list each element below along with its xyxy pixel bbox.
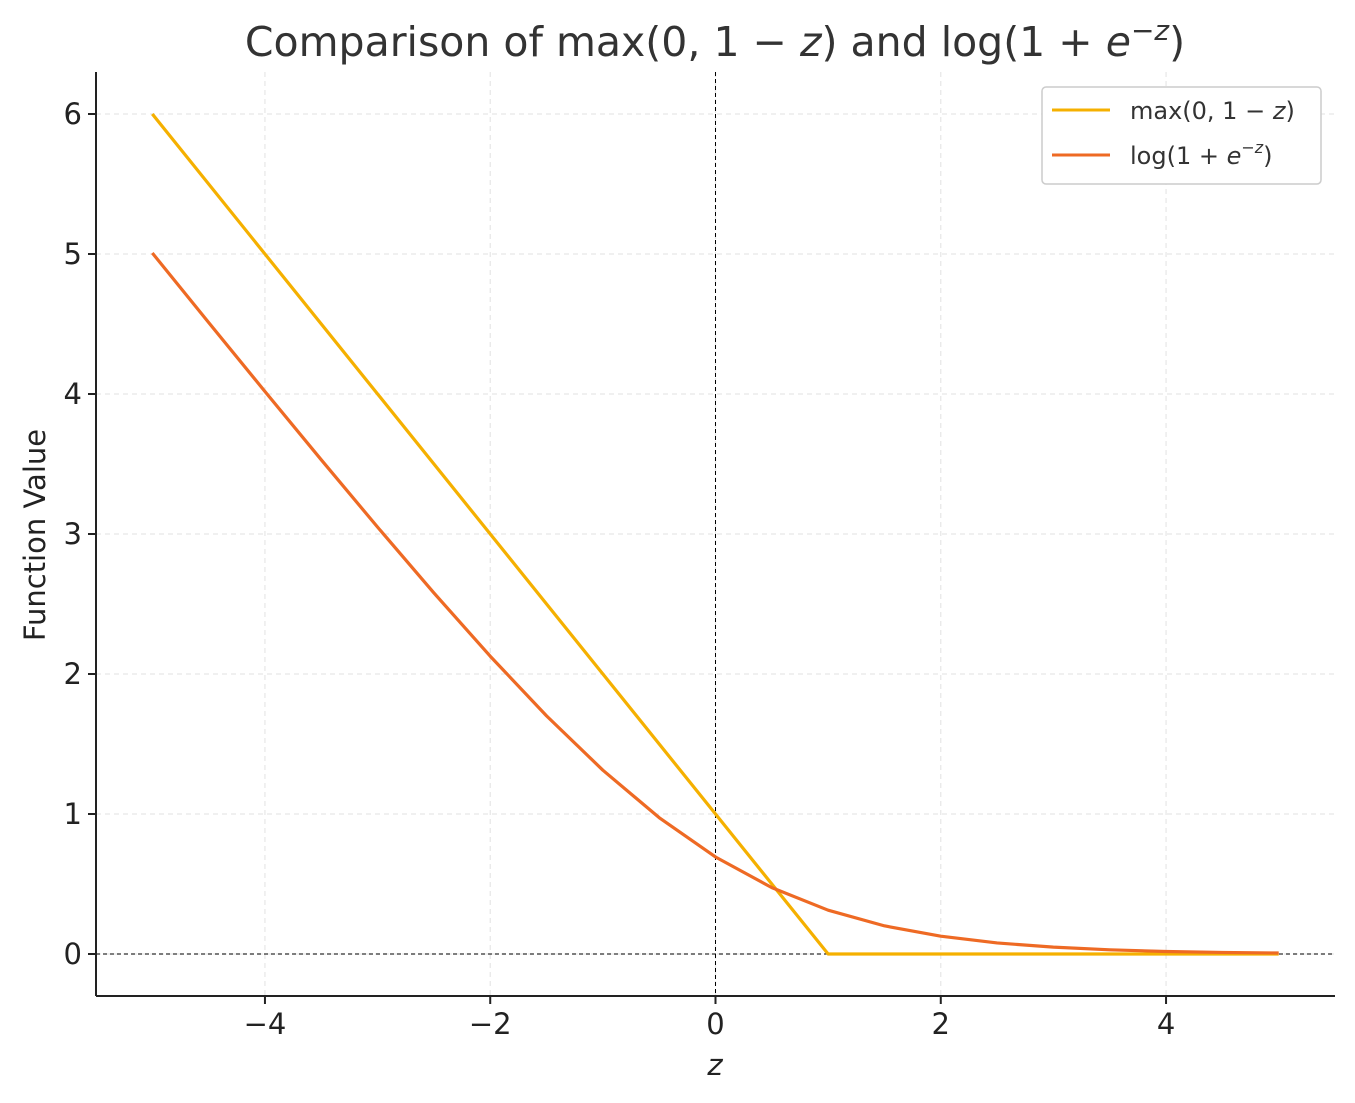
legend-label-hinge: max(0, 1 − z) [1130, 97, 1295, 125]
series-line-1 [151, 252, 1279, 955]
x-tick-label: 0 [706, 1007, 724, 1041]
x-tick-label: −4 [244, 1007, 287, 1041]
y-axis-label: Function Value [18, 429, 52, 641]
x-axis-label: z [706, 1048, 723, 1082]
series-group [151, 112, 1279, 956]
y-tick-label: 1 [64, 797, 82, 831]
x-tick-label: 4 [1157, 1007, 1175, 1041]
chart-title: Comparison of max(0, 1 − z) and log(1 + … [245, 14, 1185, 66]
y-ticks: 0 1 2 3 4 5 6 [64, 97, 96, 971]
legend-box [1041, 86, 1322, 185]
series-line-0 [151, 112, 1279, 956]
legend-label-logistic: log(1 + e−z) [1130, 138, 1273, 170]
y-tick-label: 0 [64, 937, 82, 971]
y-tick-label: 6 [64, 97, 82, 131]
y-tick-label: 5 [64, 237, 82, 271]
x-tick-label: −2 [469, 1007, 512, 1041]
x-tick-label: 2 [932, 1007, 950, 1041]
x-ticks: −4 −2 0 2 4 [244, 996, 1175, 1041]
y-tick-label: 4 [64, 377, 82, 411]
legend: max(0, 1 − z) log(1 + e−z) [1041, 86, 1322, 185]
y-tick-label: 2 [64, 657, 82, 691]
y-tick-label: 3 [64, 517, 82, 551]
